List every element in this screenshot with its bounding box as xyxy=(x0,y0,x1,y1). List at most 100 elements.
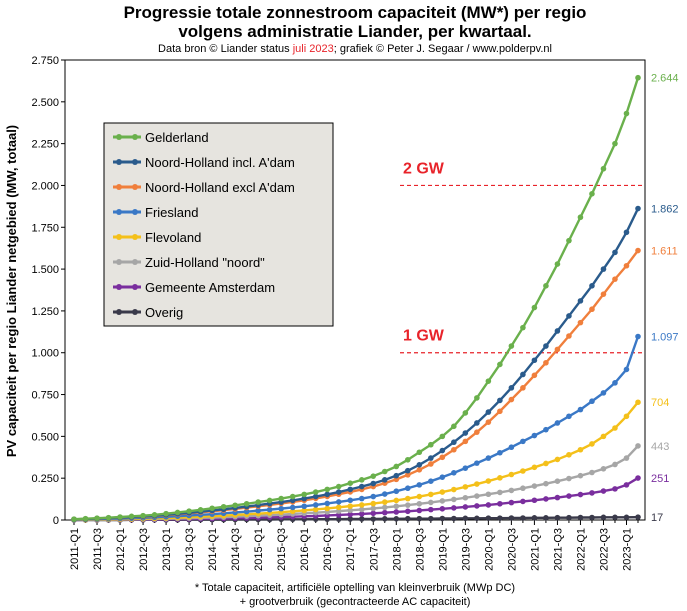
data-point xyxy=(404,495,411,502)
data-point xyxy=(404,456,411,463)
data-point xyxy=(589,191,595,197)
data-point xyxy=(497,475,503,481)
x-tick-label: 2015-Q1 xyxy=(253,528,265,571)
data-point xyxy=(589,398,595,405)
data-point xyxy=(531,357,538,364)
data-point xyxy=(485,455,492,461)
chart-title-line1: Progressie totale zonnestroom capaciteit… xyxy=(124,3,587,22)
data-point xyxy=(508,396,515,403)
data-point xyxy=(451,496,457,503)
data-point xyxy=(554,514,561,521)
data-point xyxy=(335,489,342,495)
data-point xyxy=(439,498,446,504)
data-point xyxy=(404,472,411,478)
data-point xyxy=(508,471,515,478)
data-point xyxy=(301,507,308,514)
data-point xyxy=(71,516,77,522)
data-point xyxy=(347,486,354,493)
data-point xyxy=(577,472,584,479)
data-point xyxy=(358,502,365,508)
y-tick-label: 1.750 xyxy=(31,222,59,234)
data-point xyxy=(416,493,423,500)
series-end-label: 704 xyxy=(651,397,669,409)
data-point xyxy=(508,515,515,521)
legend-item: Zuid-Holland "noord" xyxy=(113,255,265,270)
legend-item: Overig xyxy=(113,305,183,320)
data-point xyxy=(404,515,411,522)
x-axis-ticks: 2011-Q1 2011-Q3 2012-Q1 2012-Q3 2013-Q1 2013-… xyxy=(69,520,639,571)
y-tick-label: 0.500 xyxy=(31,431,59,443)
legend-label: Gemeente Amsterdam xyxy=(145,280,275,295)
data-point xyxy=(462,504,469,510)
data-point xyxy=(266,506,273,513)
data-point xyxy=(554,478,561,484)
data-point xyxy=(589,490,595,496)
data-point xyxy=(520,468,526,474)
data-point xyxy=(381,477,388,483)
series-end-label: 443 xyxy=(651,441,669,453)
legend-label: Flevoland xyxy=(145,230,201,245)
data-point xyxy=(381,499,388,505)
reference-label: 2 GW xyxy=(403,160,445,177)
data-point xyxy=(381,468,388,475)
y-tick-label: 2.250 xyxy=(31,139,59,151)
data-point xyxy=(439,505,446,512)
data-point xyxy=(255,507,261,514)
data-point xyxy=(635,475,641,481)
data-point xyxy=(589,469,595,476)
legend-swatch-dot xyxy=(132,134,138,140)
legend-swatch-dot xyxy=(116,234,122,240)
data-point xyxy=(94,515,100,521)
data-point xyxy=(186,508,192,514)
data-point xyxy=(474,493,480,499)
x-tick-label: 2012-Q1 xyxy=(115,528,127,571)
legend-swatch-dot xyxy=(116,159,122,165)
x-tick-label: 2015-Q3 xyxy=(276,528,288,571)
data-point xyxy=(128,513,135,520)
data-point xyxy=(623,262,630,269)
data-point xyxy=(462,430,469,436)
legend-label: Zuid-Holland "noord" xyxy=(145,255,265,270)
series-end-labels: 2.644 1.862 1.611 1.097 704 443 251 17 xyxy=(651,73,679,524)
data-point xyxy=(589,283,595,289)
data-point xyxy=(600,514,607,521)
data-point xyxy=(531,497,538,504)
data-point xyxy=(220,503,227,510)
data-point xyxy=(600,433,607,440)
legend-swatch-dot xyxy=(132,259,138,265)
data-point xyxy=(462,515,469,522)
data-point xyxy=(404,485,411,492)
data-point xyxy=(566,413,572,420)
subtitle-credit: ; grafiek © Peter J. Segaar / www.polder… xyxy=(334,43,552,55)
data-point xyxy=(623,366,630,373)
series-end-label: 2.644 xyxy=(651,73,679,85)
data-point xyxy=(324,486,331,493)
data-point xyxy=(451,423,457,430)
data-point xyxy=(439,489,446,495)
data-point xyxy=(566,451,572,458)
data-point xyxy=(554,420,561,426)
x-tick-label: 2017-Q3 xyxy=(368,528,380,571)
data-point xyxy=(428,506,434,513)
data-point xyxy=(370,500,377,507)
data-point xyxy=(577,491,584,498)
data-point xyxy=(370,493,377,500)
data-point xyxy=(474,395,480,401)
data-point xyxy=(508,487,515,494)
data-point xyxy=(554,346,561,353)
data-point xyxy=(612,249,618,256)
data-point xyxy=(543,343,549,349)
data-point xyxy=(243,500,250,507)
data-point xyxy=(428,499,434,506)
footnote-line1: * Totale capaciteit, artificiële optelli… xyxy=(195,582,515,594)
data-point xyxy=(508,499,515,506)
data-point xyxy=(497,408,503,415)
subtitle-source: Data bron © Liander status xyxy=(158,43,293,55)
data-point xyxy=(324,491,331,498)
data-point xyxy=(451,439,457,446)
legend-swatch-dot xyxy=(116,259,122,265)
data-point xyxy=(531,464,538,471)
data-point xyxy=(416,507,423,514)
data-point xyxy=(370,516,377,522)
legend-label: Noord-Holland incl. A'dam xyxy=(145,155,295,170)
